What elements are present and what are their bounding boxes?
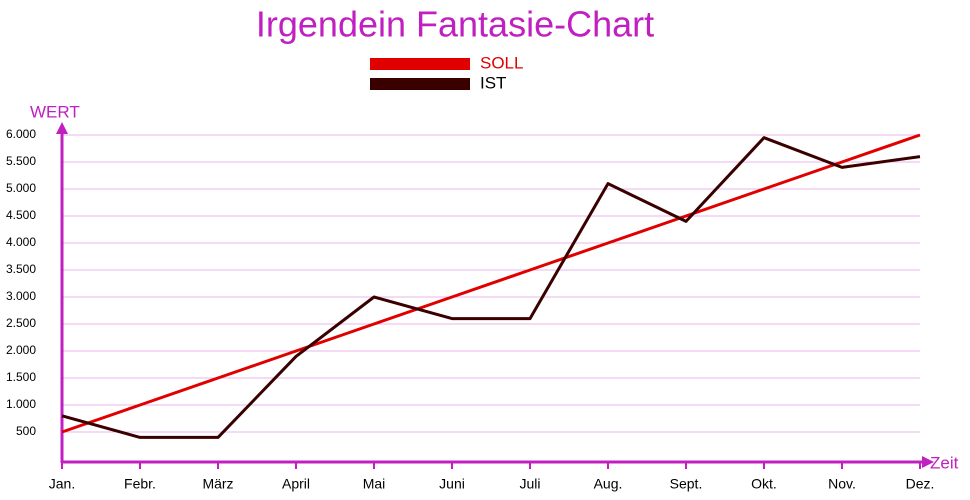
y-tick-label: 1.000 — [6, 397, 36, 411]
x-tick-label: Juli — [519, 476, 540, 492]
x-tick-label: Nov. — [828, 476, 856, 492]
legend-label: SOLL — [480, 53, 523, 72]
y-tick-label: 2.000 — [6, 343, 36, 357]
x-tick-label: Juni — [439, 476, 465, 492]
x-axis-label: Zeit — [930, 453, 959, 472]
legend-swatch — [370, 78, 470, 90]
x-tick-label: Sept. — [670, 476, 703, 492]
y-tick-label: 4.500 — [6, 208, 36, 222]
x-tick-label: Okt. — [751, 476, 777, 492]
y-tick-label: 6.000 — [6, 127, 36, 141]
x-tick-label: Jan. — [49, 476, 75, 492]
y-axis-label: WERT — [30, 102, 80, 121]
x-tick-label: April — [282, 476, 310, 492]
y-tick-label: 5.000 — [6, 181, 36, 195]
x-tick-label: Dez. — [906, 476, 935, 492]
x-tick-label: März — [202, 476, 233, 492]
y-tick-label: 4.000 — [6, 235, 36, 249]
y-tick-label: 2.500 — [6, 316, 36, 330]
legend-label: IST — [480, 73, 506, 92]
y-axis-arrow — [56, 122, 68, 134]
series-line — [61, 133, 921, 434]
x-axis-arrow — [922, 456, 934, 468]
chart-title: Irgendein Fantasie-Chart — [256, 4, 654, 45]
legend-swatch — [370, 58, 470, 70]
y-tick-label: 3.500 — [6, 262, 36, 276]
series-line — [61, 136, 921, 439]
x-tick-label: Mai — [363, 476, 386, 492]
x-tick-label: Aug. — [594, 476, 623, 492]
y-tick-label: 1.500 — [6, 370, 36, 384]
y-tick-label: 3.000 — [6, 289, 36, 303]
y-tick-label: 500 — [16, 424, 36, 438]
y-tick-label: 5.500 — [6, 154, 36, 168]
x-tick-label: Febr. — [124, 476, 156, 492]
